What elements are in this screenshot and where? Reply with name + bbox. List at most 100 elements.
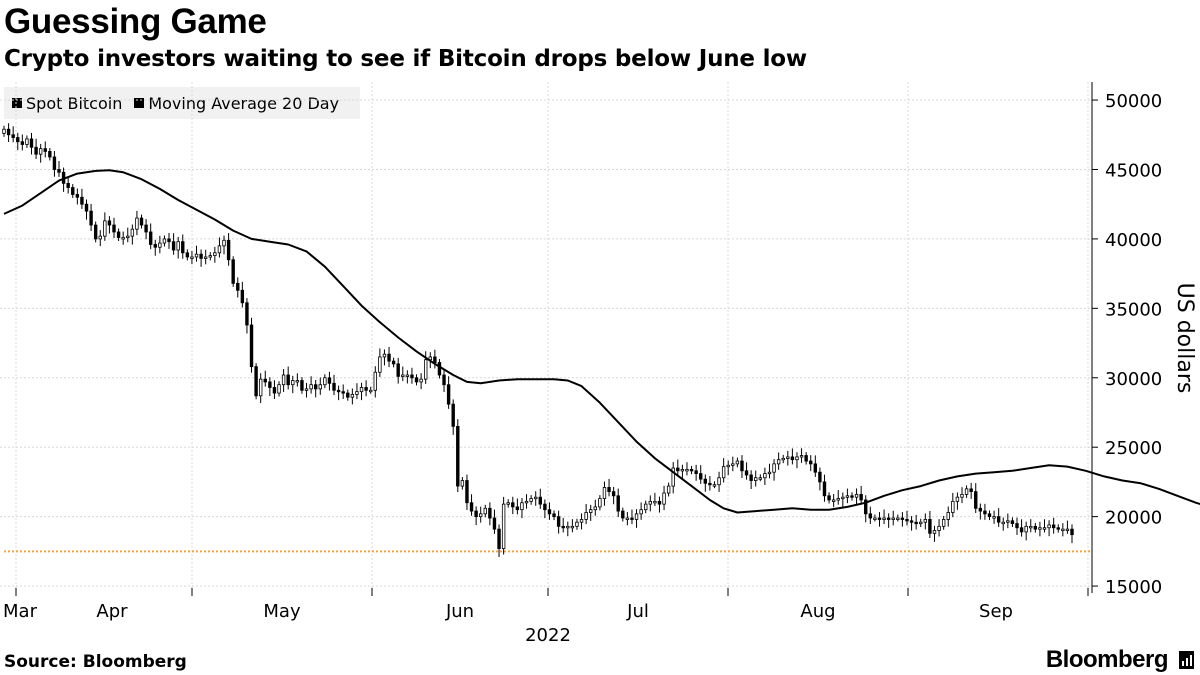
candle (662, 485, 666, 511)
candle (575, 518, 579, 530)
candle (419, 373, 423, 390)
candle-body (277, 384, 281, 394)
candle-body (332, 382, 336, 391)
candle (648, 495, 653, 512)
candle-body (469, 502, 474, 512)
candle-body (955, 496, 960, 502)
candle-body (16, 137, 20, 143)
candle (951, 492, 955, 518)
candle-body (937, 525, 941, 531)
candle-body (680, 469, 685, 472)
candle (1029, 519, 1033, 533)
candle (355, 383, 359, 400)
candle (946, 506, 950, 527)
candle-body (245, 302, 249, 326)
candle-body (2, 128, 6, 134)
candle (34, 138, 38, 159)
candle-body (442, 374, 446, 386)
candle-body (831, 499, 836, 502)
candle-body (336, 389, 341, 393)
candle-body (790, 456, 795, 461)
candle (501, 496, 506, 555)
candle-body (735, 460, 740, 465)
candle-body (589, 509, 593, 513)
candle (139, 214, 144, 229)
candle (313, 379, 318, 398)
candle-body (135, 217, 139, 230)
candle-body (456, 425, 460, 487)
candles-layer (2, 123, 1074, 558)
candle (717, 471, 721, 492)
candle-body (93, 224, 98, 240)
candle-body (786, 456, 790, 459)
x-tick-label: Aug (800, 601, 835, 622)
candle-body (882, 517, 886, 520)
candle-body (776, 459, 781, 465)
candle (909, 516, 914, 531)
candle (48, 147, 52, 161)
candle (71, 184, 75, 198)
y-tick-label: 25000 (1105, 438, 1162, 459)
candle (107, 216, 112, 234)
candle (245, 298, 249, 334)
candle (341, 384, 345, 400)
candle (2, 125, 6, 137)
candle-body (868, 513, 873, 519)
candle (6, 123, 11, 142)
x-tick-label: Apr (96, 601, 128, 622)
candle (1061, 523, 1065, 537)
candle (479, 506, 483, 523)
candle-body (662, 492, 666, 505)
candle-body (744, 470, 749, 476)
candle-body (767, 471, 772, 475)
candle (1051, 517, 1056, 534)
candle (547, 502, 552, 520)
candle-body (387, 353, 391, 362)
candle-body (799, 455, 804, 458)
candle (529, 495, 533, 505)
candle-body (492, 517, 497, 530)
candle-body (1047, 524, 1051, 529)
candle-body (25, 138, 29, 145)
candle (309, 376, 313, 394)
candle-body (1065, 528, 1070, 532)
candle (295, 373, 300, 387)
candle-body (38, 148, 43, 155)
candle-body (167, 238, 171, 243)
candle (506, 499, 510, 508)
candle (240, 281, 245, 308)
candle-body (1038, 527, 1042, 530)
candle (685, 462, 689, 476)
candle-body (451, 403, 455, 427)
bloomberg-badge-icon (1179, 651, 1194, 669)
candle (744, 462, 749, 480)
candle (827, 492, 831, 504)
candle (653, 492, 657, 507)
candle-body (300, 380, 304, 391)
candle (795, 452, 799, 469)
candle-body (327, 377, 332, 384)
candle (126, 227, 130, 243)
candle (511, 496, 515, 515)
candle (249, 317, 254, 373)
candle (749, 470, 753, 489)
candle-body (75, 194, 80, 198)
candle-body (144, 224, 148, 233)
candle (203, 249, 208, 265)
candle (919, 518, 923, 528)
candle (57, 161, 61, 177)
candle-body (813, 463, 818, 473)
candle (543, 499, 547, 519)
candle (941, 515, 946, 530)
y-tick-label: 45000 (1105, 160, 1162, 181)
candle-body (1061, 528, 1065, 532)
candle-body (396, 363, 400, 377)
candle-body (644, 503, 648, 511)
candle (213, 246, 217, 263)
candle-body (460, 480, 465, 487)
candle-body (529, 498, 533, 502)
candle-body (433, 356, 437, 363)
y-axis-label: US dollars (1172, 283, 1197, 394)
candle (1070, 524, 1074, 544)
candle-body (616, 495, 620, 512)
